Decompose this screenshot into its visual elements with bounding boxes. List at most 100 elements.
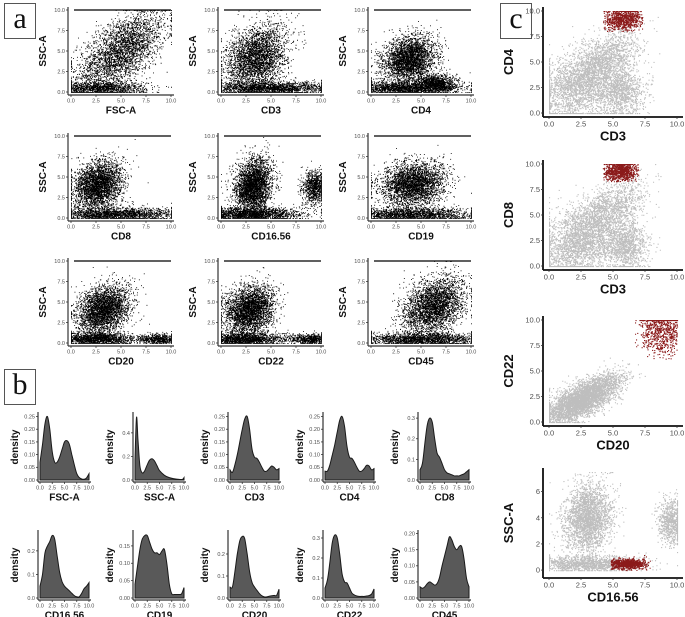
panel-a-5-x-tick-label: 7.5 [442,225,450,231]
panel-c-0-x-tick-label: 10.0 [670,120,685,129]
panel-b-7-x-tick-label: 7.5 [263,604,271,610]
panel-b-7-x-tick-label: 0.0 [226,604,234,610]
panel-a-0-y-tick-label: 7.5 [57,28,65,34]
panel-a-5-x-tick-label: 10.0 [466,225,477,231]
panel-b-0-x-tick-label: 7.5 [73,486,81,492]
scatter-plot-cd20: 0.0 2.5 5.0 7.5 10.0 0.0 2.5 5.0 7.5 10.0 CD20 SSC-… [38,258,176,368]
panel-a-4-y-tick-label: 7.5 [207,154,215,160]
density-area [134,416,185,481]
panel-label-b: b [4,369,36,405]
panel-a-2-y-tick-label: 5.0 [357,49,365,55]
panel-c-2-x-label: CD20 [596,438,629,453]
scatter-points [221,267,322,344]
panel-a-7-y-tick-label: 5.0 [207,300,215,306]
panel-a-5-x-tick-label: 0.0 [367,225,375,231]
panel-c-3-x-tick-label: 5.0 [608,581,618,590]
panel-c-3-y-tick-label: 6 [536,487,540,496]
panel-b-3-y-tick-label: 0.00 [309,478,320,484]
panel-a-6-x-tick-label: 0.0 [67,350,75,356]
panel-a-7-x-tick-label: 2.5 [242,350,250,356]
panel-a-7-x-tick-label: 7.5 [292,350,300,356]
panel-a-6-y-tick-label: 5.0 [57,300,65,306]
density-plot-ssca: 0.0 2.5 5.0 7.5 10.0 0.0 0.2 0.4 SSC-A density [105,412,189,504]
panel-a-6-x-tick-label: 7.5 [142,350,150,356]
panel-a-0-y-label: SSC-A [38,35,49,66]
panel-a-1-x-tick-label: 10.0 [316,99,327,105]
panel-a-4-y-tick-label: 5.0 [207,175,215,181]
panel-a-3-y-tick-label: 7.5 [57,154,65,160]
panel-a-0-x-tick-label: 0.0 [67,99,75,105]
panel-b-4-x-tick-label: 2.5 [428,486,436,492]
scatter-points [71,266,172,344]
panel-a-8-x-label: CD45 [408,357,434,368]
panel-b-2-y-tick-label: 0.00 [214,478,225,484]
density-area [39,534,90,599]
panel-b-1-y-tick-label: 0.4 [122,431,130,437]
gated-points [610,555,651,572]
panel-a-1-y-tick-label: 10.0 [204,8,215,14]
panel-a-4-x-label: CD16.56 [251,232,291,243]
panel-b-8-y-tick-label: 0.3 [312,536,320,542]
panel-b-9-y-tick-label: 0.20 [404,532,415,538]
panel-a-3-y-label: SSC-A [38,161,49,192]
panel-c-1-y-tick-label: 5.0 [530,211,540,220]
panel-b-0-x-label: FSC-A [49,493,80,504]
density-area [229,535,280,599]
panel-b-6-x-tick-label: 2.5 [143,604,151,610]
scatter-plot-fsca: 0.0 2.5 5.0 7.5 10.0 0.0 2.5 5.0 7.5 10.0 FSC-A SSC… [38,7,176,117]
panel-b-8-x-tick-label: 5.0 [346,604,354,610]
panel-b-7-x-label: CD20 [242,611,268,617]
panel-a-2-y-label: SSC-A [338,35,349,66]
panel-b-3-y-tick-label: 0.20 [309,427,320,433]
panel-c-2-y-tick-label: 7.5 [530,341,540,350]
panel-b-2-y-tick-label: 0.15 [214,440,225,446]
panel-b-5-x-tick-label: 7.5 [73,604,81,610]
panel-b-9-x-tick-label: 5.0 [441,604,449,610]
panel-a-7-y-tick-label: 7.5 [207,279,215,285]
panel-a-4-x-tick-label: 7.5 [292,225,300,231]
panel-c-3-x-tick-label: 0.0 [544,581,554,590]
panel-a-3-x-tick-label: 0.0 [67,225,75,231]
panel-c-0-x-tick-label: 7.5 [640,120,650,129]
scatter-points [371,261,472,344]
panel-b-5-y-tick-label: 0.0 [27,596,35,602]
panel-a-6-x-tick-label: 2.5 [92,350,100,356]
scatter-plot-cd1656: 0.0 2.5 5.0 7.5 10.0 0.0 2.5 5.0 7.5 10.0 CD16.56 S… [188,133,326,243]
panel-c-2-y-tick-label: 2.5 [530,392,540,401]
panel-b-6-y-tick-label: 0.00 [119,596,130,602]
panel-b-6-y-tick-label: 0.05 [119,579,130,585]
panel-b-3-y-tick-label: 0.15 [309,440,320,446]
panel-a-3-y-tick-label: 10.0 [54,134,65,140]
scatter-points [371,19,472,93]
panel-b-4-y-tick-label: 0.3 [407,416,415,422]
panel-a-6-y-tick-label: 2.5 [57,320,65,326]
panel-a-1-x-tick-label: 0.0 [217,99,225,105]
panel-c-0-y-label: CD4 [501,48,516,75]
panel-b-6-y-tick-label: 0.15 [119,544,130,550]
scatter-plot-cd3: 0.0 2.5 5.0 7.5 10.0 0.0 2.5 5.0 7.5 10.0 CD3 SSC-A [188,7,326,117]
panel-b-6-x-tick-label: 10.0 [179,604,190,610]
panel-a-0-x-label: FSC-A [106,106,137,117]
panel-a-2-x-tick-label: 0.0 [367,99,375,105]
panel-b-2-y-tick-label: 0.20 [214,427,225,433]
panel-b-5-x-tick-label: 2.5 [48,604,56,610]
panel-b-4-x-tick-label: 0.0 [416,486,424,492]
panel-a-3-x-tick-label: 2.5 [92,225,100,231]
panel-b-0-y-tick-label: 0.00 [24,478,35,484]
panel-a-6-y-label: SSC-A [38,286,49,317]
panel-a-4-y-label: SSC-A [188,161,199,192]
panel-c-1-x-tick-label: 0.0 [544,273,554,282]
panel-b-7-x-tick-label: 10.0 [274,604,285,610]
panel-a-0-y-tick-label: 5.0 [57,49,65,55]
panel-c-3-x-label: CD16.56 [587,590,638,605]
panel-c-0-y-tick-label: 2.5 [530,83,540,92]
panel-a-8-y-label: SSC-A [338,286,349,317]
panel-c-0-x-tick-label: 2.5 [576,120,586,129]
panel-b-5-x-tick-label: 10.0 [84,604,95,610]
panel-a-1-y-tick-label: 5.0 [207,49,215,55]
panel-a-4-x-tick-label: 0.0 [217,225,225,231]
panel-a-2-x-label: CD4 [411,106,431,117]
panel-c-2-y-label: CD22 [501,354,516,387]
panel-a-8-y-tick-label: 0.0 [357,341,365,347]
panel-b-2-x-tick-label: 10.0 [274,486,285,492]
